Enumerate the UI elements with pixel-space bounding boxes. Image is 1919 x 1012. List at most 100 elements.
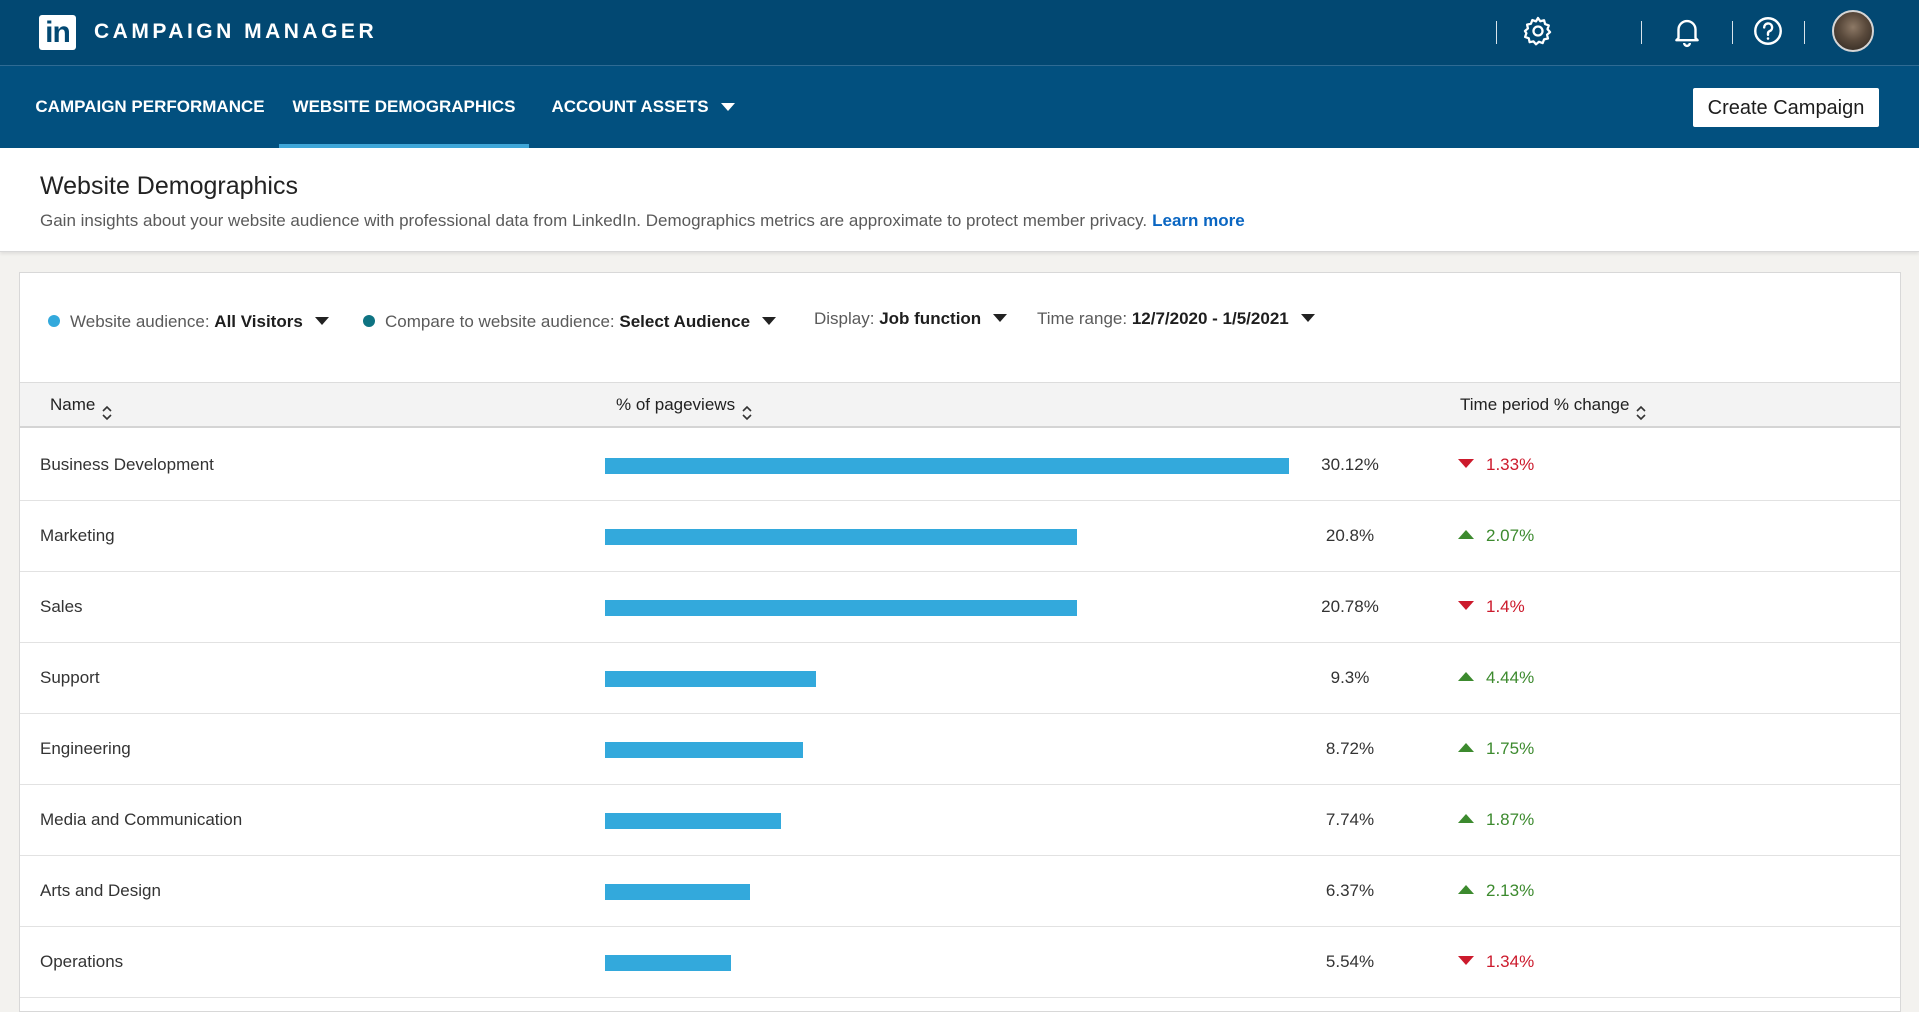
row-pct: 30.12%	[1321, 455, 1379, 474]
nav-bar: CAMPAIGN PERFORMANCE WEBSITE DEMOGRAPHIC…	[0, 66, 1919, 148]
filter-value: 12/7/2020 - 1/5/2021	[1131, 309, 1289, 328]
trend-arrow-icon	[1458, 530, 1474, 540]
pageviews-bar	[605, 529, 1078, 545]
create-campaign-button[interactable]: Create Campaign	[1693, 88, 1879, 127]
tab-campaign-performance[interactable]: CAMPAIGN PERFORMANCE	[22, 66, 278, 148]
tab-label: ACCOUNT ASSETS	[551, 97, 709, 116]
tab-label: WEBSITE DEMOGRAPHICS	[292, 97, 516, 116]
trend-arrow-icon	[1458, 956, 1474, 966]
row-name: Arts and Design	[40, 881, 161, 900]
table-row[interactable]: Business Development 30.12% 1.33%	[20, 430, 1900, 501]
row-pct: 7.74%	[1325, 810, 1375, 829]
table-row[interactable]: Operations 5.54% 1.34%	[20, 927, 1900, 998]
app-title: CAMPAIGN MANAGER	[94, 20, 378, 43]
tab-account-assets[interactable]: ACCOUNT ASSETS	[548, 66, 738, 148]
trend-arrow-icon	[1458, 814, 1474, 824]
page-description: Gain insights about your website audienc…	[40, 211, 1245, 231]
trend-arrow-icon	[1458, 601, 1474, 611]
row-change: 2.07%	[1458, 501, 1534, 571]
audience-dot-icon	[48, 314, 60, 327]
chevron-down-icon	[993, 313, 1008, 322]
sort-icon	[101, 395, 113, 420]
filter-label: Time range:	[1037, 309, 1128, 328]
pageviews-bar	[605, 955, 731, 971]
table-row[interactable]: Arts and Design 6.37% 2.13%	[20, 856, 1900, 927]
change-value: 2.13%	[1486, 881, 1535, 900]
chevron-down-icon	[314, 316, 329, 325]
page-title: Website Demographics	[40, 172, 298, 200]
row-pct: 20.78%	[1321, 597, 1379, 616]
website-audience-dropdown[interactable]: Website audience: All Visitors	[48, 312, 329, 332]
time-range-dropdown[interactable]: Time range: 12/7/2020 - 1/5/2021	[1037, 309, 1315, 329]
row-name: Marketing	[40, 526, 115, 545]
pageviews-bar	[605, 458, 1289, 474]
change-value: 1.87%	[1486, 810, 1535, 829]
table-row[interactable]: Support 9.3% 4.44%	[20, 643, 1900, 714]
filter-value: Select Audience	[619, 312, 751, 331]
row-pct: 9.3%	[1330, 668, 1370, 687]
tab-label: CAMPAIGN PERFORMANCE	[35, 97, 265, 116]
header-divider	[1641, 21, 1642, 44]
row-change: 2.13%	[1458, 856, 1534, 926]
row-pct: 6.37%	[1325, 881, 1375, 900]
top-header: in CAMPAIGN MANAGER	[0, 0, 1919, 66]
row-change: 1.33%	[1458, 430, 1534, 500]
row-change: 1.4%	[1458, 572, 1525, 642]
column-header-name[interactable]: Name	[50, 383, 113, 427]
header-divider	[1732, 21, 1733, 44]
row-change: 1.87%	[1458, 785, 1534, 855]
header-divider	[1496, 21, 1497, 44]
pageviews-bar	[605, 884, 750, 900]
filter-label: Website audience:	[70, 312, 210, 331]
avatar[interactable]	[1832, 10, 1874, 52]
change-value: 1.33%	[1486, 455, 1535, 474]
chevron-down-icon	[720, 102, 735, 111]
sort-icon	[1635, 395, 1647, 420]
change-value: 4.44%	[1486, 668, 1535, 687]
chevron-down-icon	[762, 316, 777, 325]
compare-audience-dropdown[interactable]: Compare to website audience: Select Audi…	[363, 312, 777, 332]
change-value: 1.4%	[1486, 597, 1525, 616]
sort-icon	[741, 395, 753, 420]
table-row[interactable]: Engineering 8.72% 1.75%	[20, 714, 1900, 785]
bell-icon[interactable]	[1670, 14, 1704, 48]
row-name: Operations	[40, 952, 124, 971]
row-pct: 5.54%	[1325, 952, 1375, 971]
pageviews-bar	[605, 813, 781, 829]
table-header: Name % of pageviews Time period % change	[20, 382, 1900, 428]
change-value: 2.07%	[1486, 526, 1535, 545]
column-header-change[interactable]: Time period % change	[1460, 383, 1647, 427]
help-icon[interactable]	[1751, 14, 1785, 48]
display-dropdown[interactable]: Display: Job function	[814, 309, 1008, 329]
table-row[interactable]: Media and Communication 7.74% 1.87%	[20, 785, 1900, 856]
row-name: Engineering	[40, 739, 131, 758]
filter-value: All Visitors	[214, 312, 303, 331]
table-row[interactable]: Marketing 20.8% 2.07%	[20, 501, 1900, 572]
row-name: Sales	[40, 597, 83, 616]
tab-website-demographics[interactable]: WEBSITE DEMOGRAPHICS	[279, 66, 529, 148]
learn-more-link[interactable]: Learn more	[1152, 211, 1245, 230]
column-label: Time period % change	[1460, 395, 1630, 414]
filter-label: Compare to website audience:	[385, 312, 615, 331]
row-pct: 8.72%	[1325, 739, 1375, 758]
chevron-down-icon	[1300, 313, 1315, 322]
trend-arrow-icon	[1458, 885, 1474, 895]
pageviews-bar	[605, 742, 803, 758]
pageviews-bar	[605, 671, 817, 687]
filter-label: Display:	[814, 309, 875, 328]
trend-arrow-icon	[1458, 672, 1474, 682]
gear-icon[interactable]	[1521, 14, 1555, 48]
row-change: 1.75%	[1458, 714, 1534, 784]
table-row[interactable]: Sales 20.78% 1.4%	[20, 572, 1900, 643]
change-value: 1.34%	[1486, 952, 1535, 971]
row-name: Support	[40, 668, 100, 687]
trend-arrow-icon	[1458, 459, 1474, 469]
header-divider	[1804, 21, 1805, 44]
row-change: 1.34%	[1458, 927, 1534, 997]
column-label: Name	[50, 395, 96, 414]
linkedin-logo[interactable]: in	[39, 15, 76, 50]
change-value: 1.75%	[1486, 739, 1535, 758]
column-header-pageviews[interactable]: % of pageviews	[616, 383, 753, 427]
column-label: % of pageviews	[616, 395, 736, 414]
row-name: Media and Communication	[40, 810, 243, 829]
